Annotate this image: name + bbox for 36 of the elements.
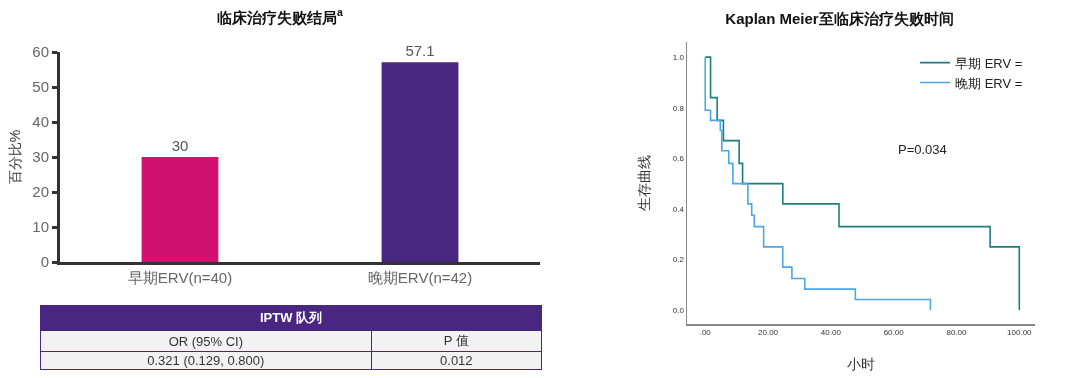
annotation: P=0.034 (898, 142, 947, 157)
x-tick-label: .00 (699, 328, 712, 338)
chart-title: 临床治疗失败结局$^{a}$ (217, 6, 344, 26)
x-tick-label: 40.00 (820, 328, 842, 338)
text: P 值 (371, 330, 542, 352)
text: IPTW 队列 (40, 305, 542, 331)
y-axis-title: 生存曲线 (635, 155, 652, 211)
y-tick-label: 20 (32, 183, 49, 201)
y-axis-title: 百分比% (7, 129, 23, 185)
y-tick-label: 0.4 (672, 204, 685, 214)
x-tick-label: 60.00 (883, 328, 905, 338)
y-tick-label: 0.0 (672, 305, 685, 315)
y-tick-label: 60 (32, 43, 49, 61)
y-tick-label: 1.0 (672, 52, 685, 62)
x-tick-label: 20.00 (758, 328, 779, 338)
y-tick-label: 50 (32, 78, 49, 96)
y-tick-label: 0 (40, 253, 49, 271)
y-tick-label: 30 (32, 148, 49, 166)
y-tick-label: 0.6 (672, 154, 685, 164)
y-tick-label: 10 (32, 218, 49, 236)
x-tick-label: 晚期ERV(n=42) (367, 269, 473, 286)
text: 0.321 (0.129, 0.800) (40, 351, 372, 370)
x-tick-label: 早期ERV(n=40) (127, 269, 233, 286)
x-tick-label: 80.00 (946, 328, 968, 338)
y-tick-label: 0.8 (672, 103, 685, 113)
y-tick-label: 0.2 (672, 255, 685, 265)
y-tick-label: 40 (32, 113, 49, 131)
legend-label: 早期 ERV = (955, 55, 1023, 71)
text: OR (95% CI) (40, 330, 372, 352)
x-tick-label: 100.00 (1007, 328, 1033, 338)
x-axis-title: 小时 (847, 356, 875, 372)
data-label: 57.1 (405, 42, 435, 60)
text: 0.012 (371, 351, 542, 370)
chart-title: Kaplan Meier至临床治疗失败时间 (725, 9, 954, 27)
data-label: 30 (171, 137, 189, 154)
legend-label: 晚期 ERV = (955, 75, 1023, 91)
